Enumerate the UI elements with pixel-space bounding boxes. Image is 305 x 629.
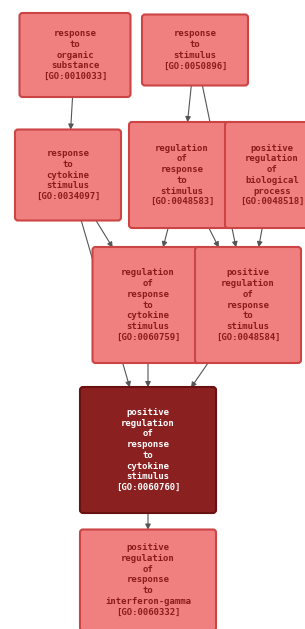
Text: positive
regulation
of
response
to
interferon-gamma
[GO:0060332]: positive regulation of response to inter… (105, 543, 191, 617)
Text: regulation
of
response
to
stimulus
[GO:0048583]: regulation of response to stimulus [GO:0… (150, 143, 214, 206)
FancyBboxPatch shape (20, 13, 131, 97)
FancyBboxPatch shape (80, 387, 216, 513)
FancyBboxPatch shape (92, 247, 203, 363)
FancyBboxPatch shape (195, 247, 301, 363)
Text: positive
regulation
of
biological
process
[GO:0048518]: positive regulation of biological proces… (240, 143, 304, 206)
FancyBboxPatch shape (225, 122, 305, 228)
Text: response
to
cytokine
stimulus
[GO:0034097]: response to cytokine stimulus [GO:003409… (36, 149, 100, 201)
FancyBboxPatch shape (80, 530, 216, 629)
Text: positive
regulation
of
response
to
cytokine
stimulus
[GO:0060760]: positive regulation of response to cytok… (116, 408, 180, 492)
Text: positive
regulation
of
response
to
stimulus
[GO:0048584]: positive regulation of response to stimu… (216, 268, 280, 342)
Text: regulation
of
response
to
cytokine
stimulus
[GO:0060759]: regulation of response to cytokine stimu… (116, 268, 180, 342)
FancyBboxPatch shape (129, 122, 235, 228)
Text: response
to
stimulus
[GO:0050896]: response to stimulus [GO:0050896] (163, 30, 227, 70)
Text: response
to
organic
substance
[GO:0010033]: response to organic substance [GO:001003… (43, 29, 107, 81)
FancyBboxPatch shape (142, 14, 248, 86)
FancyBboxPatch shape (15, 130, 121, 221)
